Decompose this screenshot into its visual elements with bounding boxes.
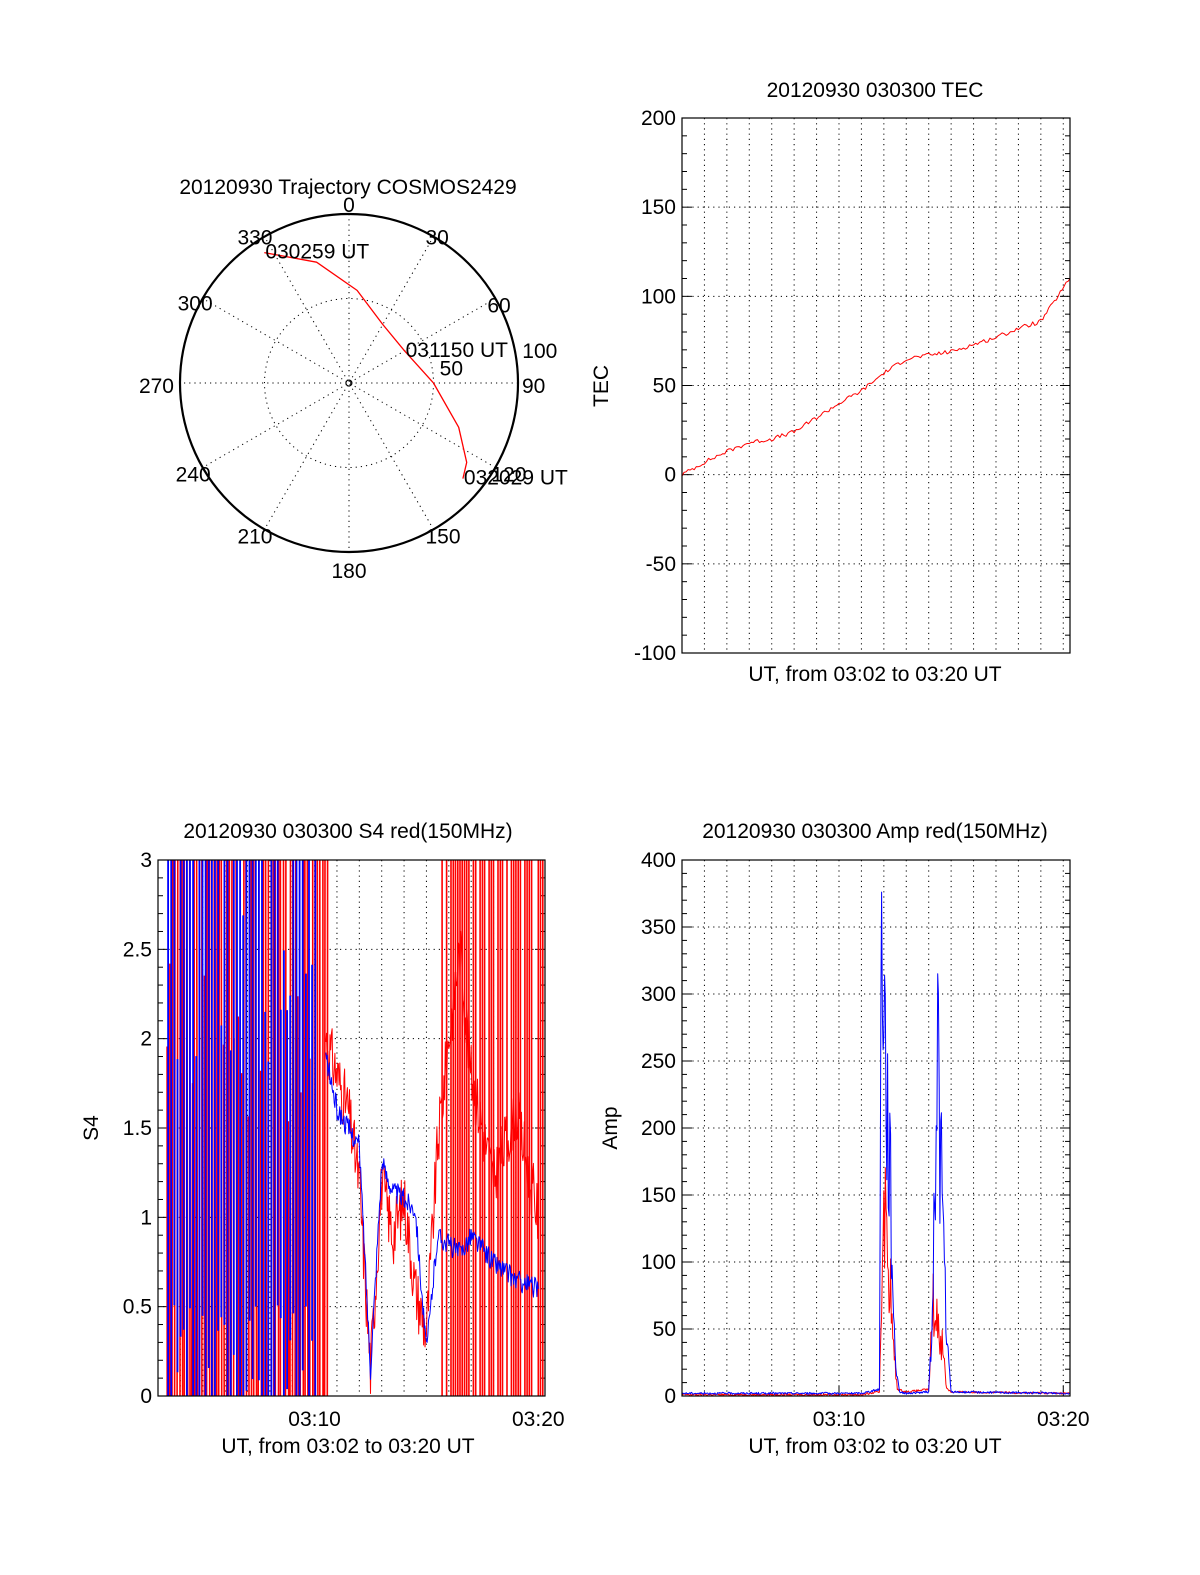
amp-ytick-label: 200 (641, 1117, 676, 1140)
s4-ytick-label: 0.5 (123, 1296, 152, 1319)
tec-ytick-label: -50 (646, 553, 676, 576)
amp-ytick-label: 0 (664, 1385, 676, 1408)
polar-title: 20120930 Trajectory COSMOS2429 (179, 176, 516, 199)
amp-ytick-label: 350 (641, 916, 676, 939)
s4-ytick-label: 2.5 (123, 938, 152, 961)
amp-chart: 20120930 030300 Amp red(150MHz) UT, from… (599, 820, 1090, 1458)
s4-xtick-label: 03:20 (512, 1408, 565, 1431)
amp-xlabel: UT, from 03:02 to 03:20 UT (748, 1435, 1001, 1458)
polar-azimuth-label: 30 (426, 227, 449, 250)
amp-ytick-label: 100 (641, 1251, 676, 1274)
tec-grid (682, 118, 1070, 653)
polar-spoke (264, 236, 434, 530)
s4-series-line (325, 930, 539, 1394)
s4-frame (157, 859, 546, 1397)
amp-frame (681, 859, 1071, 1397)
amp-xtick-label: 03:10 (813, 1408, 866, 1431)
polar-azimuth-label: 210 (237, 525, 272, 548)
polar-azimuth-label: 270 (139, 375, 174, 398)
polar-azimuth-label: 60 (487, 295, 510, 318)
tec-chart: 20120930 030300 TEC UT, from 03:02 to 03… (590, 79, 1071, 686)
s4-ytick-label: 0 (140, 1385, 152, 1408)
s4-ytick-label: 1.5 (123, 1117, 152, 1140)
polar-azimuth-label: 0 (343, 194, 355, 217)
s4-plot-area (166, 860, 544, 1396)
tec-frame (681, 117, 1071, 654)
tec-ytick-label: 0 (664, 464, 676, 487)
tec-ytick-label: -100 (634, 642, 676, 665)
tec-ytick-label: 150 (641, 196, 676, 219)
amp-series-line (682, 1167, 1070, 1396)
polar-azimuth-label: 150 (426, 525, 461, 548)
polar-time-annotation: 032029 UT (464, 467, 568, 490)
amp-plot-area (682, 891, 1070, 1396)
s4-red-spikes (166, 860, 544, 1396)
polar-spoke (264, 236, 434, 530)
tec-ytick-label: 50 (653, 375, 676, 398)
amp-grid (682, 860, 1070, 1396)
tec-plot-area (682, 278, 1070, 477)
amp-ylabel: Amp (599, 1106, 622, 1149)
tec-ylabel: TEC (590, 365, 613, 407)
polar-azimuth-label: 300 (178, 293, 213, 316)
amp-ytick-label: 400 (641, 849, 676, 872)
polar-outer-circle (178, 212, 520, 554)
s4-ylabel: S4 (80, 1115, 103, 1141)
polar-radial-label: 100 (522, 340, 557, 363)
tec-series-line (682, 278, 1070, 477)
polar-azimuth-label: 120 (491, 464, 526, 487)
s4-ytick-label: 2 (140, 1028, 152, 1051)
tec-ytick-label: 200 (641, 107, 676, 130)
polar-time-annotation: 030259 UT (265, 241, 369, 264)
amp-ytick-label: 50 (653, 1318, 676, 1341)
amp-ytick-label: 250 (641, 1050, 676, 1073)
s4-chart: 20120930 030300 S4 red(150MHz) UT, from … (80, 820, 565, 1458)
tec-title: 20120930 030300 TEC (767, 79, 984, 102)
amp-xtick-label: 03:20 (1037, 1408, 1090, 1431)
polar-trajectory-chart: 20120930 Trajectory COSMOS2429 0 30 60 90 12… (139, 176, 568, 583)
polar-spoke (202, 298, 496, 468)
polar-azimuth-label: 240 (176, 464, 211, 487)
s4-ytick-label: 1 (140, 1206, 152, 1229)
s4-series-line (325, 1052, 539, 1380)
amp-ytick-label: 300 (641, 983, 676, 1006)
polar-time-annotation: 031150 UT (406, 339, 509, 362)
polar-trajectory-line (264, 251, 468, 479)
s4-blue-spikes (167, 860, 317, 1396)
polar-spoke (202, 298, 496, 468)
s4-title: 20120930 030300 S4 red(150MHz) (183, 820, 512, 843)
amp-series-line (682, 891, 1070, 1395)
polar-radial-label: 50 (440, 357, 463, 380)
amp-title: 20120930 030300 Amp red(150MHz) (702, 820, 1048, 843)
polar-azimuth-label: 90 (522, 375, 545, 398)
polar-azimuth-label: 330 (237, 227, 272, 250)
s4-xtick-label: 03:10 (288, 1408, 341, 1431)
s4-ytick-label: 3 (140, 849, 152, 872)
polar-azimuth-label: 180 (331, 560, 366, 583)
tec-xlabel: UT, from 03:02 to 03:20 UT (748, 663, 1001, 686)
amp-ytick-label: 150 (641, 1184, 676, 1207)
s4-xlabel: UT, from 03:02 to 03:20 UT (221, 1435, 474, 1458)
tec-ytick-label: 100 (641, 285, 676, 308)
